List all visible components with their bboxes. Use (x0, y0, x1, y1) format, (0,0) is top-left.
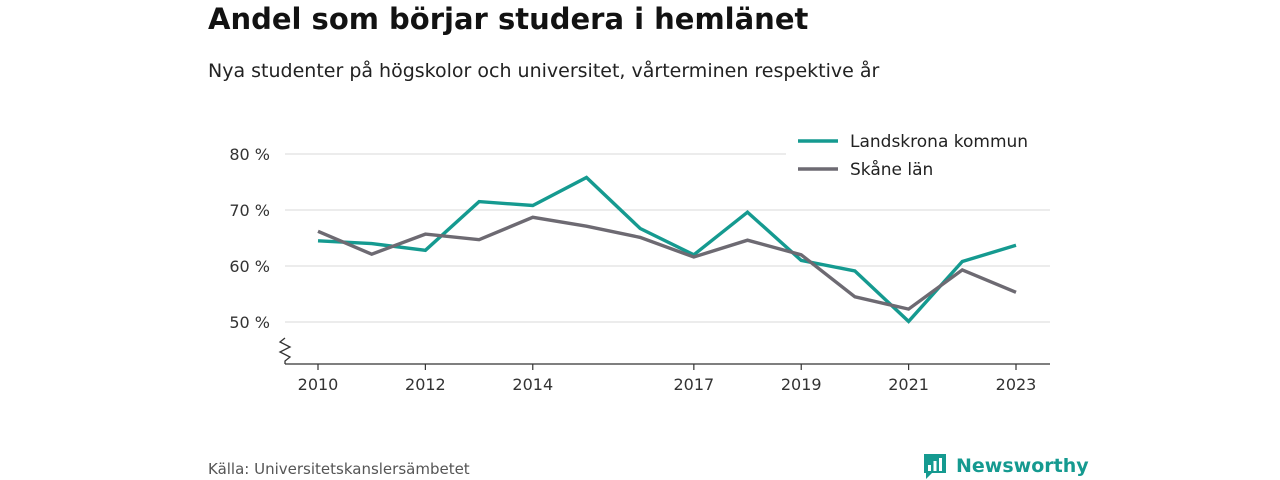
axis-break-icon (278, 337, 292, 364)
bar-chart-icon (924, 454, 946, 479)
x-tick-label: 2017 (673, 375, 714, 394)
x-tick-label: 2012 (405, 375, 446, 394)
series-line-landskrona-kommun (317, 175, 1017, 324)
chart-title: Andel som börjar studera i hemlänet (208, 2, 809, 36)
legend-label: Landskrona kommun (850, 132, 1028, 152)
series-line-sk-ne-l-n (317, 215, 1017, 311)
x-tick-label: 2021 (888, 375, 929, 394)
source-note: Källa: Universitetskanslersämbetet (208, 460, 470, 478)
x-tick-label: 2019 (781, 375, 822, 394)
x-tick-label: 2023 (996, 375, 1037, 394)
legend-label: Skåne län (850, 159, 933, 180)
brand-name: Newsworthy (956, 455, 1089, 477)
x-tick-label: 2010 (298, 375, 339, 394)
legend-box (786, 126, 1052, 186)
x-tick-label: 2014 (512, 375, 553, 394)
y-tick-label: 70 % (229, 201, 270, 220)
y-tick-label: 60 % (229, 257, 270, 276)
y-tick-label: 50 % (229, 313, 270, 332)
newsworthy-logo: Newsworthy (922, 452, 1089, 480)
chart-subtitle: Nya studenter på högskolor och universit… (208, 60, 880, 82)
y-tick-label: 80 % (229, 145, 270, 164)
